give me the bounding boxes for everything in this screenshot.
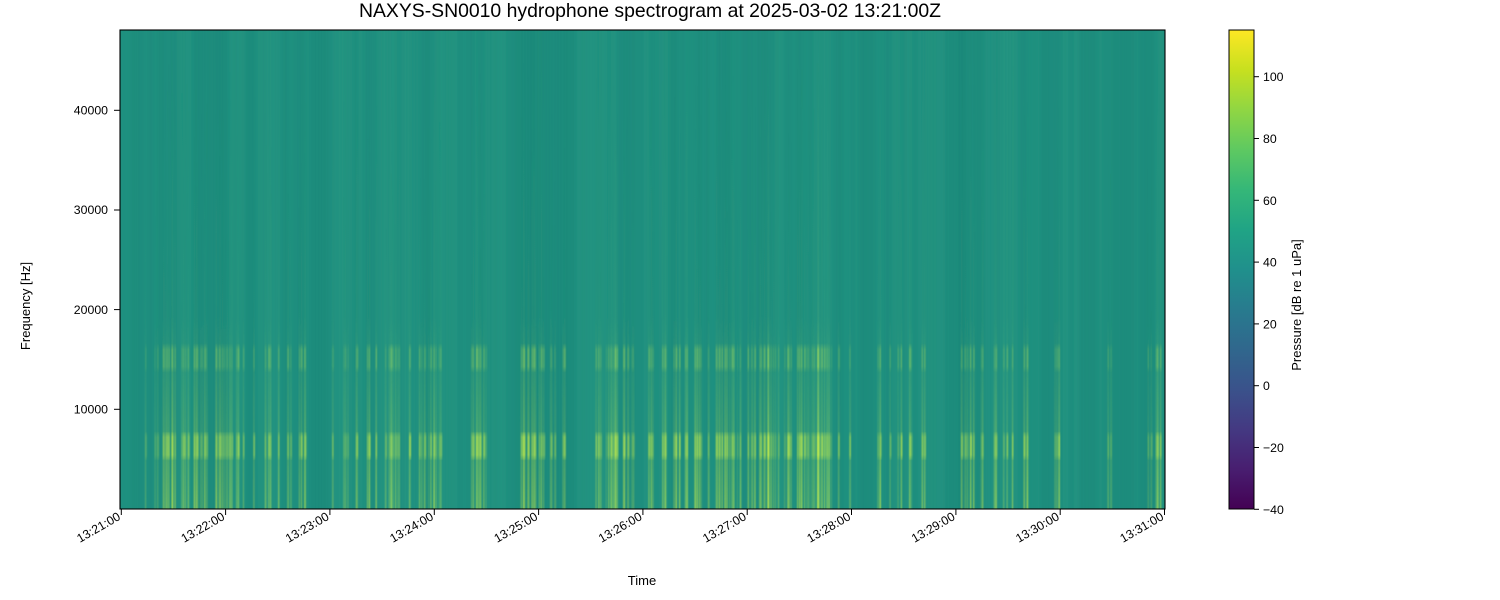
svg-text:Frequency [Hz]: Frequency [Hz]: [18, 262, 33, 350]
svg-text:13:26:00: 13:26:00: [596, 509, 645, 545]
svg-text:20: 20: [1263, 317, 1277, 331]
svg-text:Pressure [dB re 1 uPa]: Pressure [dB re 1 uPa]: [1289, 239, 1304, 371]
svg-text:0: 0: [1263, 379, 1270, 393]
svg-text:−20: −20: [1263, 441, 1284, 455]
svg-text:40: 40: [1263, 256, 1277, 270]
svg-text:20000: 20000: [74, 303, 108, 317]
svg-text:13:27:00: 13:27:00: [700, 509, 749, 545]
svg-text:13:28:00: 13:28:00: [805, 509, 854, 545]
svg-text:−40: −40: [1263, 503, 1284, 517]
svg-text:40000: 40000: [74, 104, 108, 118]
svg-text:NAXYS-SN0010 hydrophone spectr: NAXYS-SN0010 hydrophone spectrogram at 2…: [359, 0, 941, 22]
svg-text:13:21:00: 13:21:00: [74, 509, 123, 545]
svg-text:13:31:00: 13:31:00: [1118, 509, 1167, 545]
svg-text:80: 80: [1263, 132, 1277, 146]
svg-text:13:29:00: 13:29:00: [909, 509, 958, 545]
svg-text:13:25:00: 13:25:00: [492, 509, 541, 545]
svg-text:10000: 10000: [74, 403, 108, 417]
svg-text:13:30:00: 13:30:00: [1013, 509, 1062, 545]
svg-text:13:24:00: 13:24:00: [387, 509, 436, 545]
svg-text:100: 100: [1263, 70, 1284, 84]
svg-text:13:23:00: 13:23:00: [283, 509, 332, 545]
svg-text:30000: 30000: [74, 203, 108, 217]
svg-text:13:22:00: 13:22:00: [179, 509, 228, 545]
svg-text:60: 60: [1263, 194, 1277, 208]
svg-text:Time: Time: [628, 573, 656, 588]
